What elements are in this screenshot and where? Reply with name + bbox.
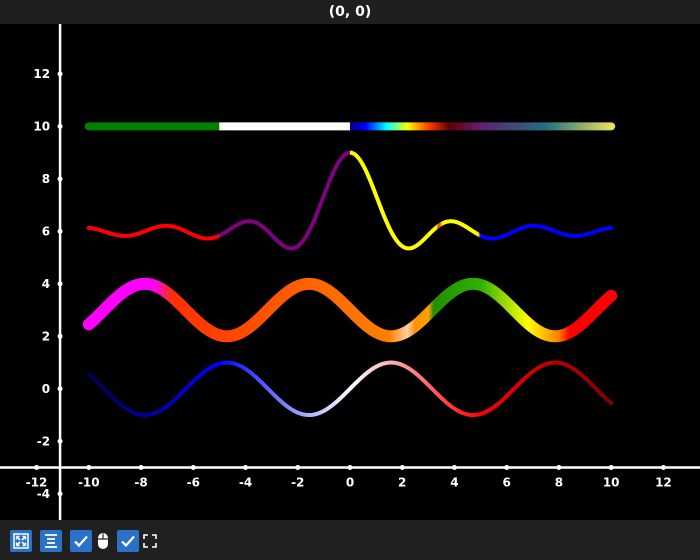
x-tick-label: 2 [398, 476, 406, 490]
fullscreen-icon [143, 534, 157, 548]
x-tick-label: 12 [655, 476, 672, 490]
tick-labels: -12 -10 -8 -6 -4 -2 0 2 4 6 8 10 12 -4 -2 0 2 4 6 8 10 12 [26, 67, 672, 501]
x-tick-mark [399, 465, 405, 471]
x-tick-label: -2 [291, 476, 304, 490]
x-tick-mark [608, 465, 614, 471]
y-tick-label: 2 [42, 329, 50, 343]
fit-arrows-icon [13, 533, 29, 549]
x-tick-label: -6 [187, 476, 200, 490]
x-tick-mark [556, 465, 562, 471]
y-tick-mark [57, 438, 63, 444]
x-tick-label: -10 [78, 476, 100, 490]
y-tick-label: -4 [37, 487, 50, 501]
x-tick-label: -12 [26, 476, 48, 490]
fullscreen-icon-holder [139, 530, 161, 552]
y-tick-label: 0 [42, 382, 50, 396]
checkmark-icon [121, 535, 135, 548]
y-tick-label: -2 [37, 434, 50, 448]
x-tick-mark [138, 465, 144, 471]
coordinate-readout: (0, 0) [328, 4, 372, 20]
x-tick-label: -8 [134, 476, 147, 490]
y-tick-label: 4 [42, 277, 50, 291]
y-tick-mark [57, 123, 63, 129]
y-tick-mark [57, 386, 63, 392]
window-title-bar: (0, 0) [0, 0, 700, 24]
series-thick-wave [82, 277, 618, 343]
x-tick-mark [451, 465, 457, 471]
mouse-icon-holder [92, 530, 114, 552]
x-tick-mark [190, 465, 196, 471]
y-tick-mark [57, 228, 63, 234]
plot-toolbar [0, 520, 700, 560]
y-tick-mark [57, 491, 63, 497]
x-tick-label: 8 [555, 476, 563, 490]
plot-area[interactable]: -12 -10 -8 -6 -4 -2 0 2 4 6 8 10 12 -4 -2 0 2 4 6 8 10 12 [0, 24, 700, 520]
y-tick-mark [57, 281, 63, 287]
x-tick-mark [504, 465, 510, 471]
fullscreen-checkbox[interactable] [117, 530, 139, 552]
mouse-interaction-checkbox[interactable] [70, 530, 92, 552]
x-tick-label: 0 [346, 476, 354, 490]
series-layer [82, 122, 618, 418]
y-tick-mark [57, 71, 63, 77]
x-tick-label: 10 [603, 476, 620, 490]
axes [0, 24, 700, 520]
y-tick-mark [57, 176, 63, 182]
x-tick-mark [34, 465, 40, 471]
fit-to-data-button[interactable] [10, 530, 32, 552]
x-tick-mark [86, 465, 92, 471]
align-lines-icon [45, 534, 57, 548]
y-tick-label: 8 [42, 172, 50, 186]
y-tick-mark [57, 333, 63, 339]
x-tick-label: 6 [503, 476, 511, 490]
checkmark-icon [74, 535, 88, 548]
x-tick-mark [660, 465, 666, 471]
x-tick-mark [347, 465, 353, 471]
auto-align-button[interactable] [40, 530, 62, 552]
x-tick-mark [295, 465, 301, 471]
mouse-icon [98, 533, 108, 549]
chart-canvas[interactable]: -12 -10 -8 -6 -4 -2 0 2 4 6 8 10 12 -4 -2 0 2 4 6 8 10 12 [0, 24, 700, 520]
y-tick-label: 6 [42, 224, 50, 238]
x-tick-mark [243, 465, 249, 471]
y-tick-label: 12 [33, 67, 50, 81]
series-sinc-curve [86, 150, 614, 251]
x-tick-label: -4 [239, 476, 252, 490]
x-tick-label: 4 [450, 476, 458, 490]
y-tick-label: 10 [33, 119, 50, 133]
series-sine-curve [86, 360, 614, 418]
